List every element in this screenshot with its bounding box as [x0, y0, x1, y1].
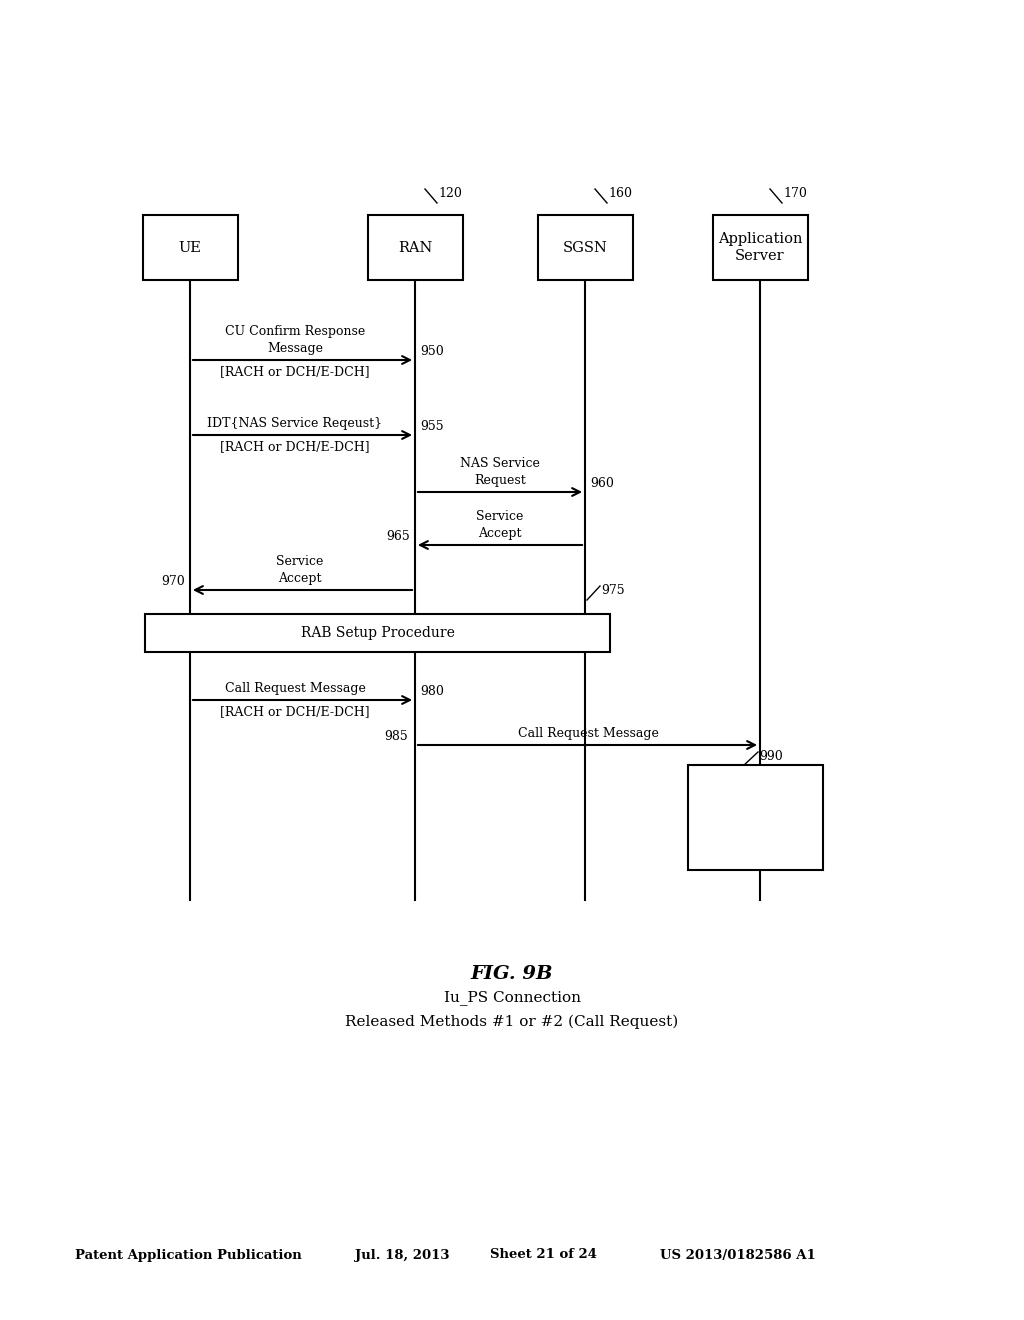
Bar	[713, 215, 808, 280]
Text: RAB Setup Procedure: RAB Setup Procedure	[301, 626, 455, 640]
Bar	[538, 215, 633, 280]
Text: FIG. 9B: FIG. 9B	[471, 965, 553, 983]
Text: 170: 170	[783, 187, 807, 201]
Text: Call Request Message: Call Request Message	[517, 727, 658, 741]
Text: RAN: RAN	[397, 240, 432, 255]
Text: 975: 975	[601, 583, 625, 597]
Text: Iu_PS Connection: Iu_PS Connection	[443, 990, 581, 1005]
Text: Message: Message	[267, 342, 323, 355]
Text: SGSN: SGSN	[562, 240, 607, 255]
Text: 980: 980	[420, 685, 443, 698]
Text: 970: 970	[161, 576, 185, 587]
Text: Call Between the: Call Between the	[705, 795, 806, 808]
Text: Patent Application Publication: Patent Application Publication	[75, 1249, 302, 1262]
Bar	[687, 766, 822, 870]
Text: Requesting UE: Requesting UE	[711, 813, 800, 826]
Text: Released Methods #1 or #2 (Call Request): Released Methods #1 or #2 (Call Request)	[345, 1015, 679, 1030]
Bar	[145, 614, 610, 652]
Text: Request: Request	[474, 474, 526, 487]
Text: Service: Service	[476, 510, 523, 523]
Text: Application
Server: Application Server	[718, 232, 802, 263]
Text: 955: 955	[420, 420, 443, 433]
Text: 120: 120	[438, 187, 462, 201]
Text: UE: UE	[178, 240, 202, 255]
Text: 990: 990	[759, 750, 782, 763]
Text: Service: Service	[276, 554, 324, 568]
Text: [RACH or DCH/E-DCH]: [RACH or DCH/E-DCH]	[220, 705, 370, 718]
Text: [RACH or DCH/E-DCH]: [RACH or DCH/E-DCH]	[220, 366, 370, 378]
Text: [RACH or DCH/E-DCH]: [RACH or DCH/E-DCH]	[220, 440, 370, 453]
Text: 960: 960	[590, 477, 613, 490]
Text: 950: 950	[420, 345, 443, 358]
Text: 965: 965	[386, 531, 410, 543]
Text: US 2013/0182586 A1: US 2013/0182586 A1	[660, 1249, 816, 1262]
Bar	[368, 215, 463, 280]
Text: 985: 985	[384, 730, 408, 743]
Text: 160: 160	[608, 187, 632, 201]
Text: Accept: Accept	[478, 527, 522, 540]
Text: Jul. 18, 2013: Jul. 18, 2013	[355, 1249, 450, 1262]
Text: and At Least: and At Least	[718, 832, 793, 843]
Text: CU Confirm Response: CU Confirm Response	[225, 325, 366, 338]
Text: NAS Service: NAS Service	[460, 457, 540, 470]
Text: Sheet 21 of 24: Sheet 21 of 24	[490, 1249, 597, 1262]
Bar	[142, 215, 238, 280]
Text: IDT{NAS Service Reqeust}: IDT{NAS Service Reqeust}	[208, 417, 383, 430]
Text: Call Request Message: Call Request Message	[224, 682, 366, 696]
Text: Set-up of Direct: Set-up of Direct	[708, 777, 803, 789]
Text: One Target UE: One Target UE	[711, 849, 800, 862]
Text: Accept: Accept	[279, 572, 322, 585]
